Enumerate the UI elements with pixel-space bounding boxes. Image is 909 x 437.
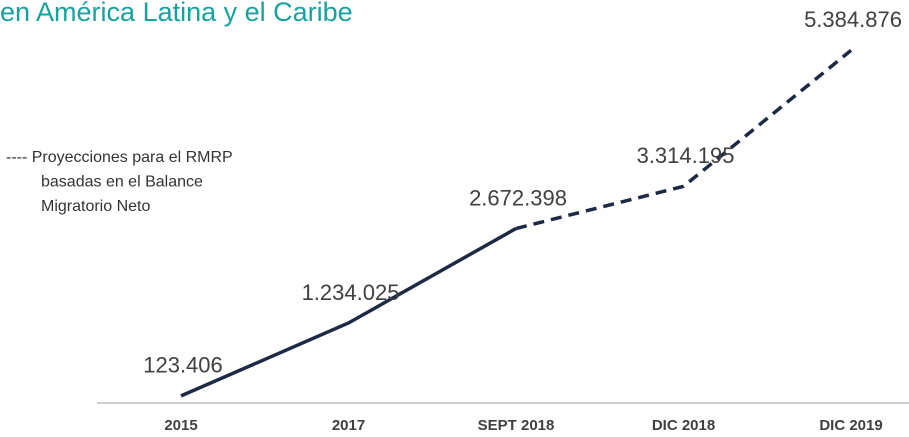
x-tick-label: DIC 2019 — [819, 417, 882, 434]
data-label: 3.314.195 — [637, 143, 735, 168]
annotation: basadas en el Balance — [41, 174, 203, 191]
projection-line — [515, 49, 853, 231]
x-tick-label: 2015 — [164, 417, 197, 434]
x-tick-label: DIC 2018 — [652, 417, 715, 434]
chart-title: en América Latina y el Caribe — [0, 0, 353, 27]
x-tick-label: 2017 — [332, 417, 365, 434]
line — [180, 226, 517, 398]
data-label: 2.672.398 — [469, 185, 567, 210]
x-tick-label: SEPT 2018 — [478, 417, 555, 434]
data-label: 1.234.025 — [302, 280, 400, 305]
data-label: 5.384.876 — [804, 7, 902, 32]
data-label: 123.406 — [143, 353, 223, 378]
annotation: Migratorio Neto — [41, 198, 150, 215]
annotation: ---- Proyecciones para el RMRP — [6, 149, 233, 166]
